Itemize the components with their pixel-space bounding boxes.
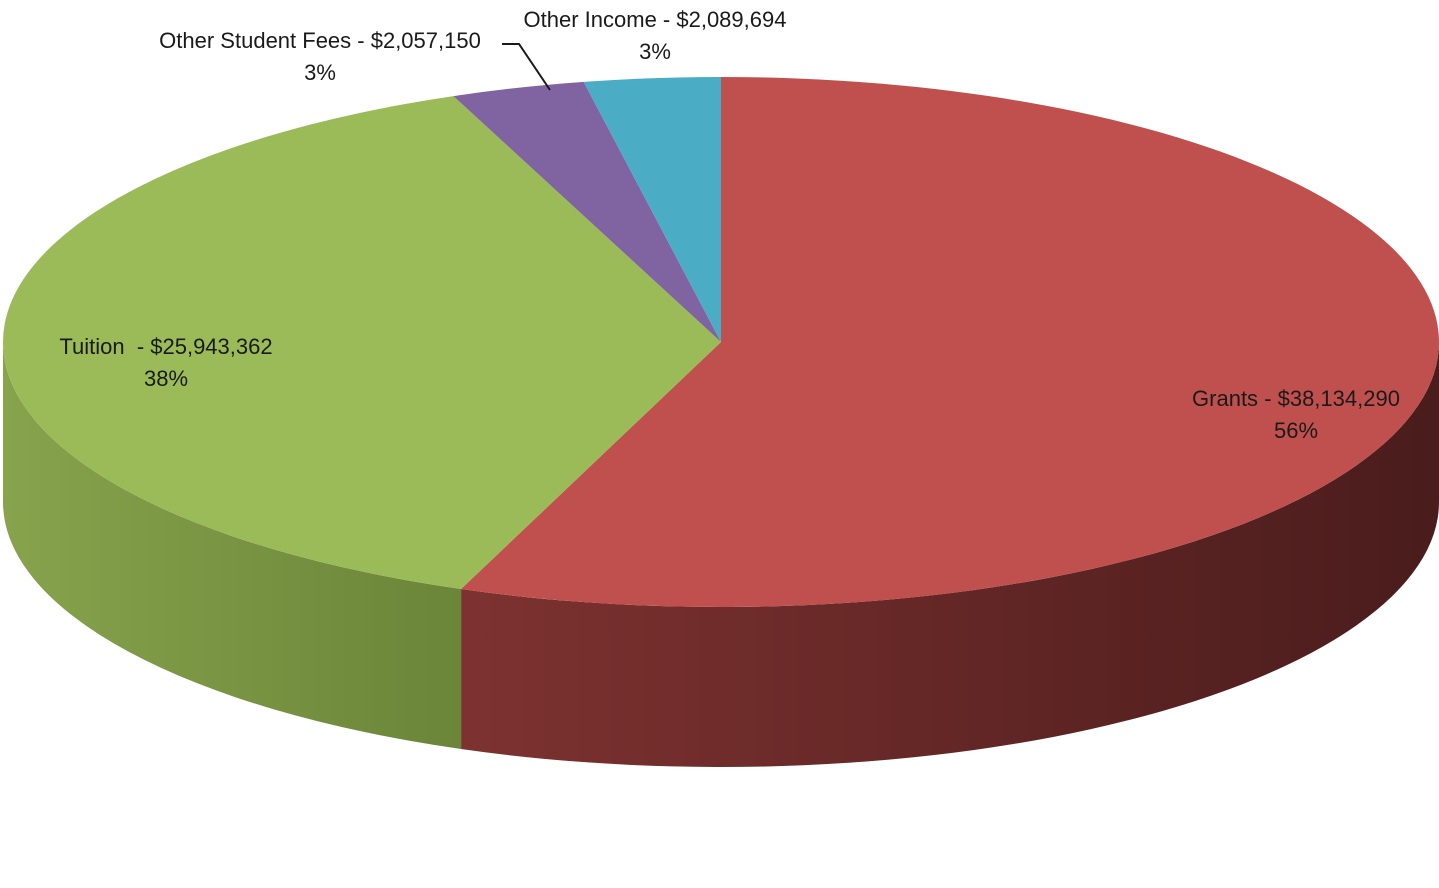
label-tuition: Tuition - $25,943,362 xyxy=(59,334,272,359)
leader-lines xyxy=(502,43,551,91)
label-percent-tuition: 38% xyxy=(144,366,188,391)
slice-grants xyxy=(461,77,1439,607)
side-wall-tuition xyxy=(3,342,462,750)
label-other-student-fees: Other Student Fees - $2,057,150 xyxy=(159,28,481,53)
slice-other-income xyxy=(583,77,721,342)
label-percent-grants: 56% xyxy=(1274,418,1318,443)
leader-line-other-student-fees xyxy=(502,43,551,91)
slice-other-student-fees xyxy=(453,81,721,343)
data-labels: Grants - $38,134,290 56% Tuition - $25,943… xyxy=(59,7,1400,443)
label-grants: Grants - $38,134,290 xyxy=(1192,386,1400,411)
pie-top-faces xyxy=(3,77,1439,607)
slice-tuition xyxy=(3,96,721,590)
label-other-income: Other Income - $2,089,694 xyxy=(524,7,787,32)
label-percent-other-income: 3% xyxy=(639,39,671,64)
pie-side-walls xyxy=(3,342,1439,767)
label-percent-other-student-fees: 3% xyxy=(304,60,336,85)
side-wall-grants xyxy=(461,342,1439,767)
